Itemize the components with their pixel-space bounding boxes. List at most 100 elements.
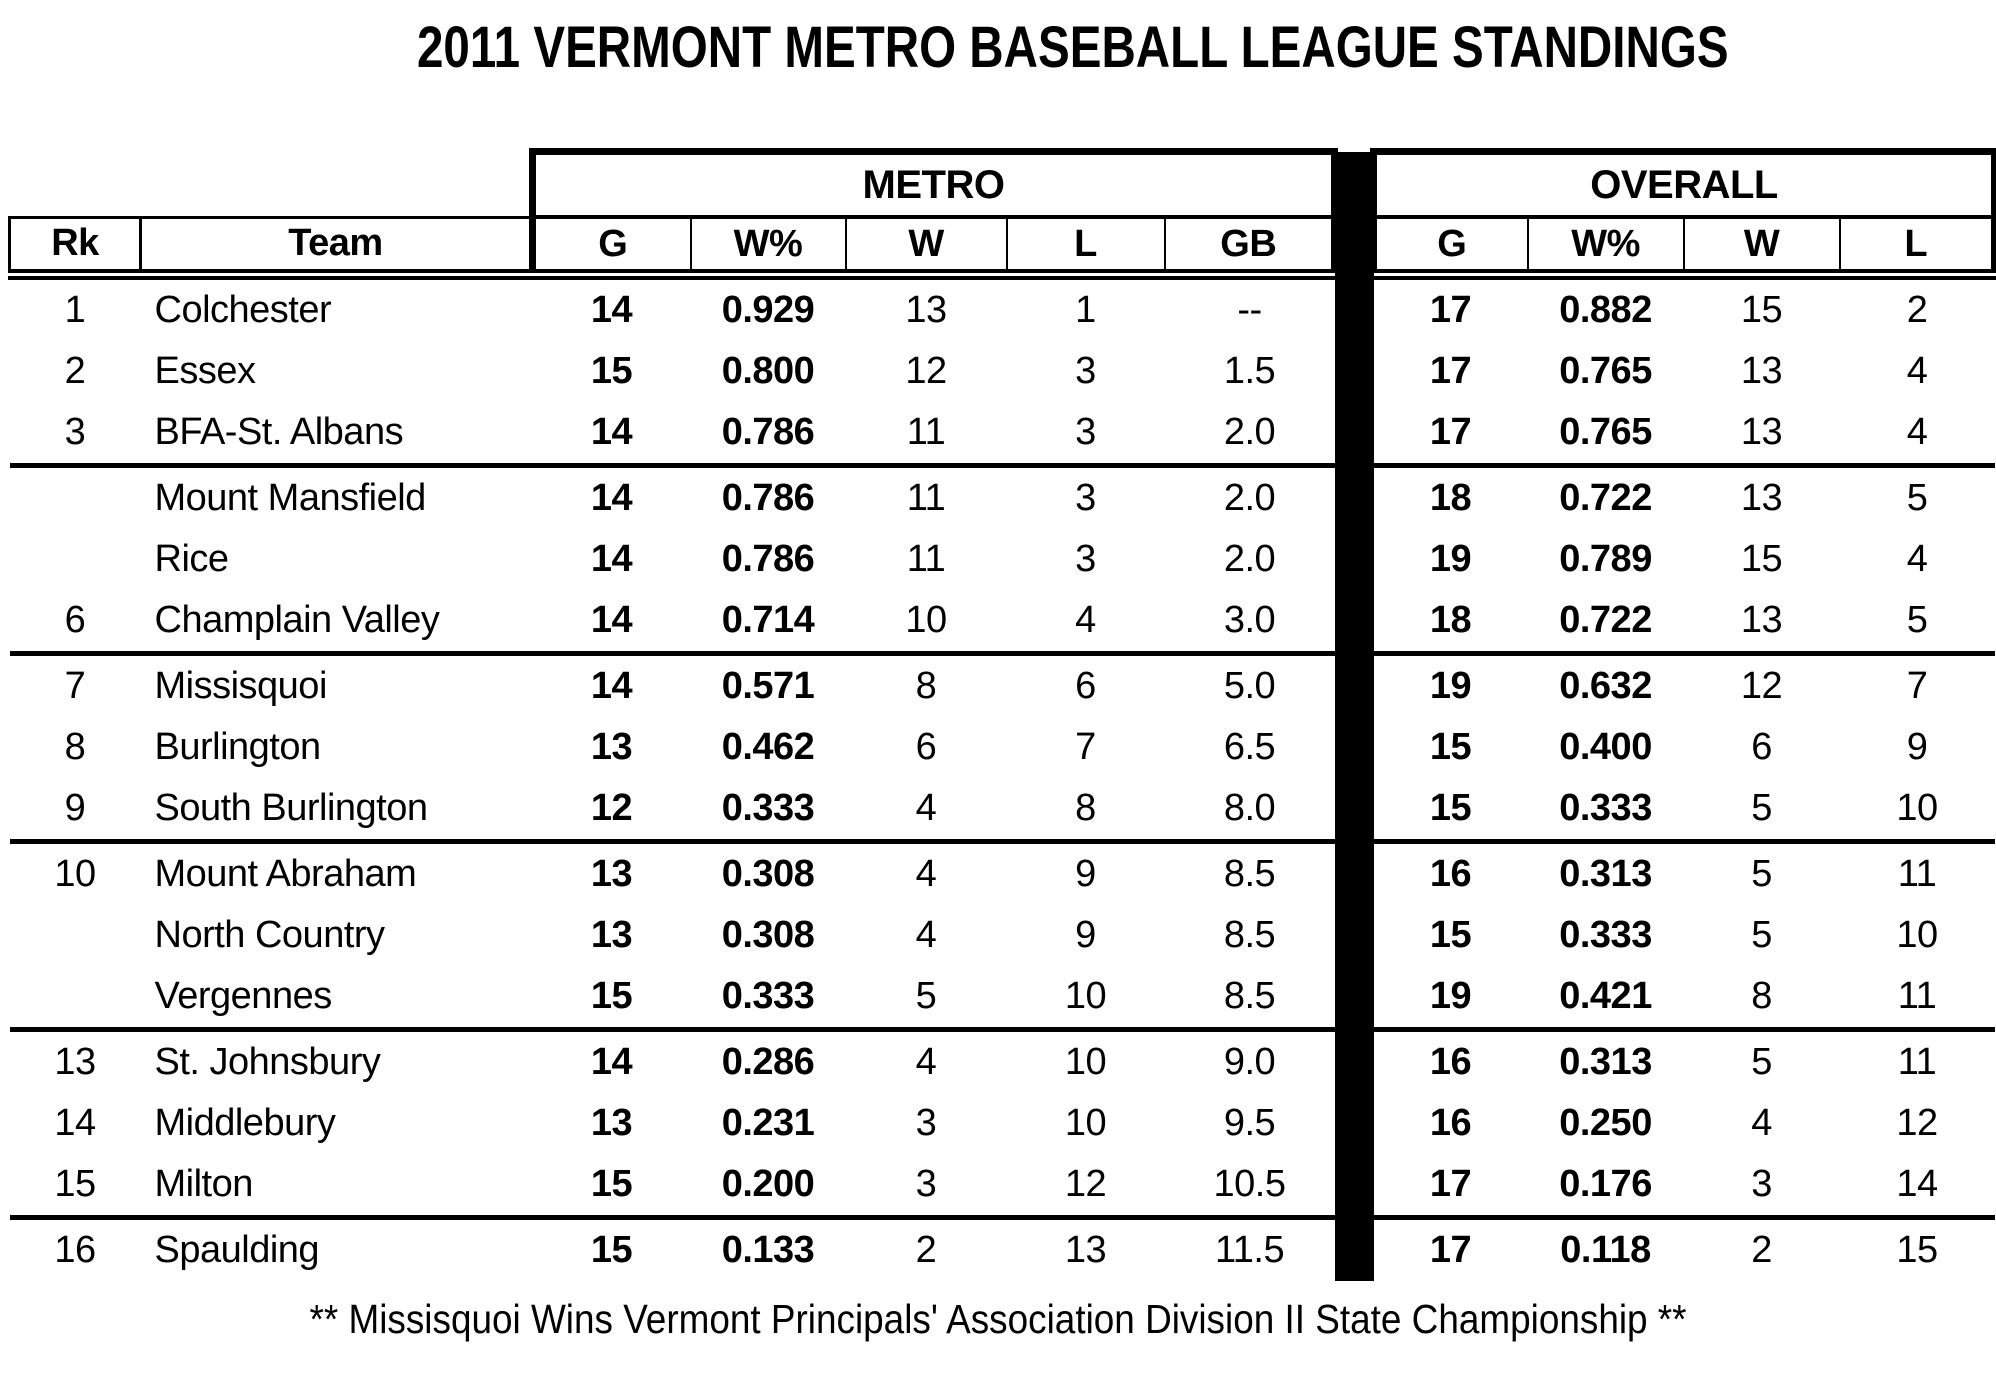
overall-wins-cell: 12 (1740, 665, 1783, 707)
team-column-header: Team (140, 215, 534, 280)
metro-gamesback-cell: 8.0 (1164, 778, 1335, 844)
section-divider-bar (1334, 1029, 1374, 1093)
metro-games-cell: 13 (590, 914, 633, 956)
overall-winpct-cell: 0.765 (1527, 402, 1684, 468)
section-divider-bar (1334, 905, 1374, 966)
metro-gamesback-cell: 2.0 (1164, 402, 1335, 468)
overall-games-cell: 19 (1373, 966, 1528, 1032)
metro-winpct-cell: 0.786 (721, 538, 815, 580)
team-cell: Mount Abraham (154, 853, 417, 895)
metro-games-cell: 12 (532, 778, 691, 844)
overall-games-cell: 17 (1373, 1154, 1528, 1220)
championship-note: ** Missisquoi Wins Vermont Principals' A… (0, 1296, 1996, 1343)
section-divider-bar (1334, 1154, 1374, 1220)
rank-cell (10, 905, 141, 966)
overall-games-header: G (1370, 217, 1528, 280)
metro-gamesback-cell: -- (1237, 289, 1262, 331)
section-divider-bar (1334, 778, 1374, 844)
metro-games-cell: 15 (532, 1154, 691, 1220)
rank-cell: 1 (64, 289, 86, 331)
metro-games-cell: 14 (590, 1041, 633, 1083)
overall-games-cell: 17 (1373, 402, 1528, 468)
rank-cell (9, 966, 141, 1032)
standings-row: 14 Middlebury 13 0.231 3 10 9.5 16 0.250… (10, 1093, 1995, 1154)
metro-gamesback-cell: 9.5 (1223, 1102, 1276, 1144)
metro-gamesback-cell: 8.5 (1223, 914, 1276, 956)
standings-row: North Country 13 0.308 4 9 8.5 15 0.333 … (10, 905, 1995, 966)
overall-losses-cell: 2 (1906, 289, 1928, 331)
metro-games-cell: 14 (590, 289, 633, 331)
overall-games-cell: 16 (1429, 1041, 1472, 1083)
team-cell: Spaulding (154, 1229, 320, 1271)
metro-wins-cell: 4 (915, 853, 937, 895)
metro-winpct-cell: 0.462 (721, 726, 815, 768)
rank-cell: 9 (9, 778, 141, 844)
page-title: 2011 VERMONT METRO BASEBALL LEAGUE STAND… (150, 14, 1996, 81)
team-cell: North Country (154, 914, 386, 956)
section-divider-bar (1334, 590, 1374, 656)
standings-row: 15 Milton 15 0.200 3 12 10.5 17 0.176 3 … (9, 1154, 1995, 1220)
rank-cell (10, 466, 141, 530)
metro-games-cell: 13 (590, 1102, 633, 1144)
overall-losses-cell: 4 (1906, 350, 1928, 392)
overall-winpct-cell: 0.722 (1559, 477, 1652, 519)
overall-games-cell: 17 (1429, 350, 1472, 392)
metro-losses-cell: 12 (1006, 1154, 1165, 1220)
overall-games-cell: 15 (1429, 914, 1472, 956)
overall-winpct-cell: 0.333 (1559, 914, 1652, 956)
metro-gamesback-cell: 2.0 (1223, 538, 1276, 580)
rank-cell: 10 (54, 853, 96, 895)
metro-losses-cell: 10 (1064, 1041, 1107, 1083)
standings-row: 16 Spaulding 15 0.133 2 13 11.5 17 0.118… (10, 1217, 1995, 1281)
metro-games-cell: 14 (590, 477, 633, 519)
metro-losses-cell: 6 (1075, 665, 1096, 707)
standings-row: 6 Champlain Valley 14 0.714 10 4 3.0 18 … (9, 590, 1995, 656)
overall-winpct-cell: 0.176 (1527, 1154, 1684, 1220)
overall-losses-cell: 4 (1906, 538, 1928, 580)
metro-gamesback-cell: 8.5 (1223, 853, 1276, 895)
metro-losses-cell: 3 (1006, 402, 1165, 468)
overall-wins-cell: 6 (1751, 726, 1772, 768)
overall-winpct-cell: 0.421 (1527, 966, 1684, 1032)
overall-wins-cell: 15 (1740, 289, 1783, 331)
metro-group-header: METRO (528, 148, 1339, 219)
metro-games-cell: 14 (590, 538, 633, 580)
overall-winpct-cell: 0.400 (1559, 726, 1652, 768)
team-cell: Burlington (154, 726, 322, 768)
metro-winpct-cell: 0.200 (690, 1154, 846, 1220)
section-divider-bar (1334, 1217, 1374, 1281)
overall-losses-cell: 4 (1839, 402, 1995, 468)
team-cell: Rice (154, 538, 230, 580)
overall-losses-cell: 15 (1896, 1229, 1938, 1271)
metro-games-cell: 15 (590, 1229, 633, 1271)
metro-losses-cell: 8 (1006, 778, 1165, 844)
metro-winpct-cell: 0.286 (721, 1041, 815, 1083)
section-divider-bar (1334, 465, 1374, 529)
section-divider-bar (1334, 653, 1374, 717)
section-divider-bar (1334, 717, 1374, 778)
overall-wins-cell: 2 (1751, 1229, 1772, 1271)
metro-gamesback-cell: 2.0 (1223, 477, 1276, 519)
metro-wins-cell: 4 (915, 914, 937, 956)
overall-winpct-cell: 0.632 (1559, 665, 1652, 707)
metro-winpct-header: W% (689, 217, 846, 280)
section-divider-bar (1334, 151, 1374, 217)
group-header-row: METRO OVERALL (10, 148, 1996, 219)
overall-losses-cell: 9 (1906, 726, 1928, 768)
metro-losses-header: L (1005, 217, 1165, 280)
metro-losses-cell: 9 (1075, 853, 1096, 895)
overall-wins-cell: 5 (1751, 1041, 1772, 1083)
metro-wins-cell: 3 (915, 1102, 937, 1144)
metro-games-cell: 13 (590, 853, 633, 895)
overall-losses-cell: 11 (1897, 1041, 1937, 1083)
overall-group-header: OVERALL (1370, 148, 1996, 219)
metro-games-cell: 15 (532, 966, 691, 1032)
rank-column-header: Rk (8, 215, 142, 280)
rank-cell: 14 (54, 1102, 96, 1144)
metro-winpct-cell: 0.786 (690, 402, 846, 468)
metro-gamesback-header: GB (1163, 217, 1339, 280)
standings-row: 7 Missisquoi 14 0.571 8 6 5.0 19 0.632 1… (10, 653, 1995, 717)
overall-games-cell: 16 (1429, 853, 1472, 895)
section-divider-bar (1334, 841, 1374, 905)
